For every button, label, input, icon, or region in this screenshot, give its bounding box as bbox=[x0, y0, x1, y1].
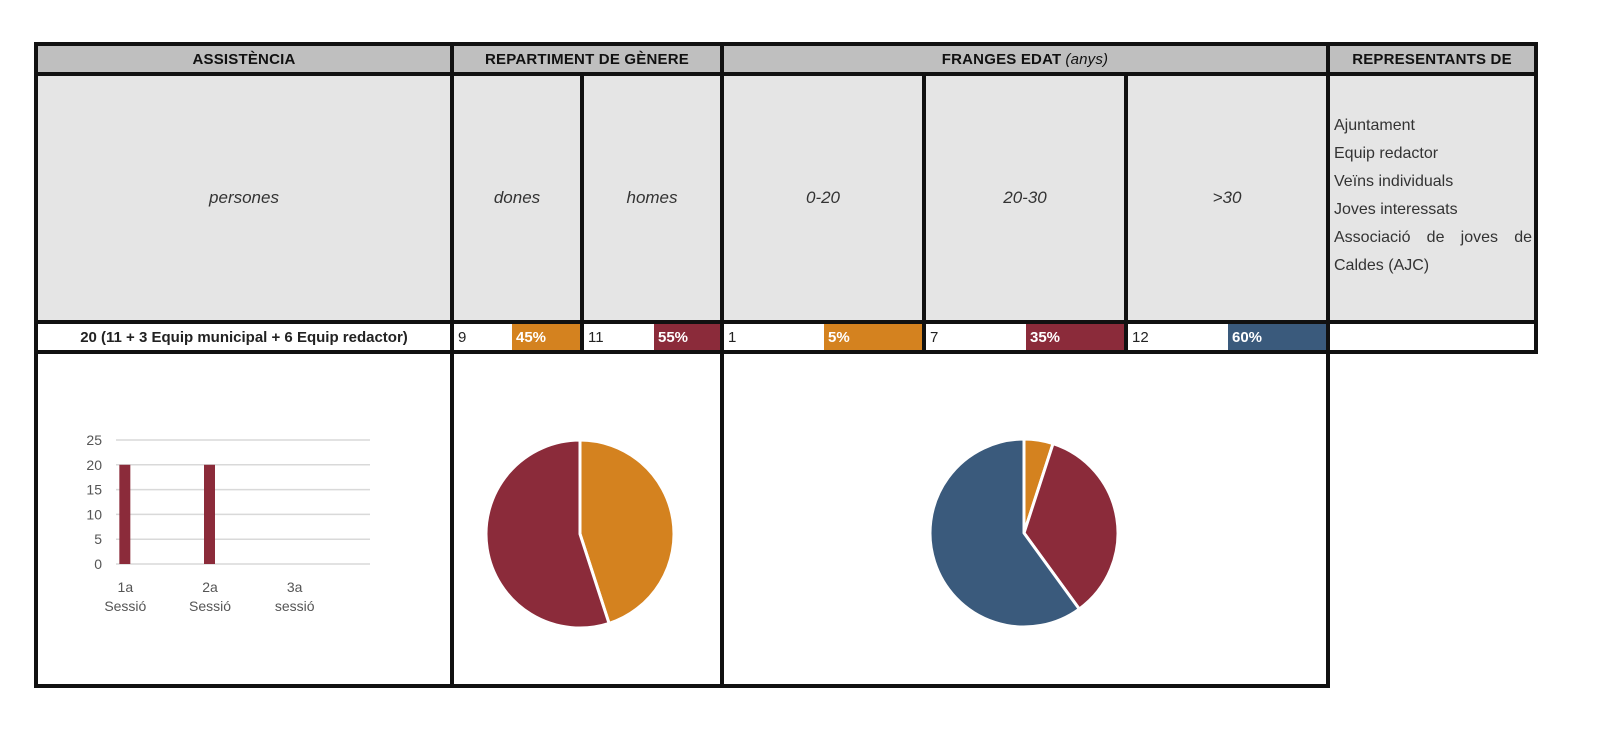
charts-panel bbox=[34, 350, 1330, 688]
y-tick-label: 15 bbox=[86, 482, 102, 498]
header-representants: REPRESENTANTS DE bbox=[1330, 46, 1534, 72]
attendance-bar-chart: 0 5 10 15 20 25 1a Sessió 2a Sessió 3a sessió bbox=[86, 432, 370, 614]
representants-list: Ajuntament Equip redactor Veïns individu… bbox=[1330, 112, 1534, 280]
pie-slice bbox=[928, 437, 1081, 629]
age1-count: 1 bbox=[724, 324, 824, 350]
rep-item-part: de bbox=[1514, 229, 1532, 246]
age-pie-chart bbox=[928, 437, 1120, 629]
gender-pie-chart bbox=[484, 438, 676, 630]
y-tick-label: 25 bbox=[86, 432, 102, 448]
divider bbox=[1124, 72, 1128, 354]
y-tick-label: 5 bbox=[94, 531, 102, 547]
subheader-homes: homes bbox=[584, 76, 720, 320]
divider bbox=[720, 350, 724, 688]
divider bbox=[34, 320, 1538, 324]
x-tick-label: sessió bbox=[275, 598, 315, 614]
y-tick-label: 10 bbox=[86, 506, 102, 522]
rep-item-part: joves bbox=[1460, 229, 1499, 246]
bar bbox=[204, 464, 215, 564]
age3-pct: 60% bbox=[1228, 324, 1326, 350]
x-tick-label: 1a bbox=[118, 579, 134, 595]
y-tick-label: 20 bbox=[86, 457, 102, 473]
age2-count: 7 bbox=[926, 324, 1026, 350]
homes-count: 11 bbox=[584, 324, 654, 350]
x-tick-label: 2a bbox=[202, 579, 218, 595]
subheader-age-0-20: 0-20 bbox=[724, 76, 922, 320]
header-assistencia: ASSISTÈNCIA bbox=[38, 46, 450, 72]
rep-item: Associació de joves de bbox=[1334, 224, 1534, 252]
x-tick-label: 3a bbox=[287, 579, 303, 595]
divider bbox=[450, 42, 454, 354]
y-tick-label: 0 bbox=[94, 556, 102, 572]
divider bbox=[580, 72, 584, 354]
total-attendance: 20 (11 + 3 Equip municipal + 6 Equip red… bbox=[38, 324, 450, 350]
rep-item-part: Associació bbox=[1334, 229, 1411, 246]
dones-count: 9 bbox=[454, 324, 512, 350]
bar bbox=[119, 464, 131, 564]
rep-item-part: de bbox=[1426, 229, 1445, 246]
rep-item: Equip redactor bbox=[1334, 145, 1439, 162]
header-franges-unit: (anys) bbox=[1065, 50, 1109, 68]
representants-cell: Ajuntament Equip redactor Veïns individu… bbox=[1330, 76, 1534, 320]
age1-pct: 5% bbox=[824, 324, 922, 350]
age2-pct: 35% bbox=[1026, 324, 1124, 350]
representants-value bbox=[1330, 324, 1534, 350]
rep-item: Veïns individuals bbox=[1334, 173, 1454, 190]
subheader-age-30: >30 bbox=[1128, 76, 1326, 320]
dones-pct: 45% bbox=[512, 324, 580, 350]
homes-pct: 55% bbox=[654, 324, 720, 350]
pie-slice bbox=[484, 438, 611, 630]
header-genere: REPARTIMENT DE GÈNERE bbox=[454, 46, 720, 72]
header-franges: FRANGES EDAT (anys) bbox=[724, 46, 1326, 72]
divider bbox=[922, 72, 926, 354]
divider bbox=[450, 350, 454, 688]
subheader-dones: dones bbox=[454, 76, 580, 320]
rep-item: Ajuntament bbox=[1334, 117, 1415, 134]
header-franges-label: FRANGES EDAT bbox=[941, 50, 1062, 68]
pie-slice bbox=[578, 438, 676, 625]
divider bbox=[720, 42, 724, 354]
summary-table bbox=[34, 42, 1538, 354]
rep-item: Caldes (AJC) bbox=[1334, 257, 1430, 274]
rep-item: Joves interessats bbox=[1334, 201, 1458, 218]
subheader-age-20-30: 20-30 bbox=[926, 76, 1124, 320]
x-tick-label: Sessió bbox=[104, 598, 146, 614]
pie-slice bbox=[1022, 442, 1120, 611]
age3-count: 12 bbox=[1128, 324, 1228, 350]
divider bbox=[34, 72, 1538, 76]
x-tick-label: Sessió bbox=[189, 598, 231, 614]
subheader-persones: persones bbox=[38, 76, 450, 320]
divider bbox=[1326, 42, 1330, 354]
